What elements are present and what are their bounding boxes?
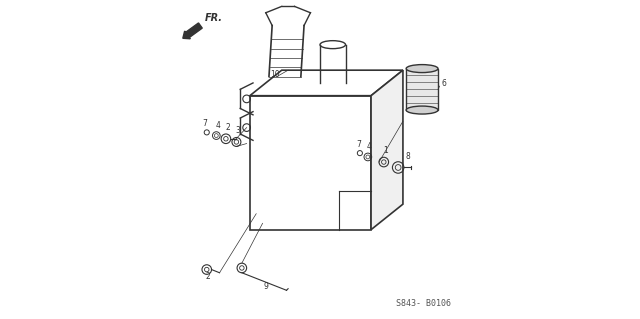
Bar <box>250 96 371 230</box>
Text: 10: 10 <box>271 70 280 78</box>
Text: 8: 8 <box>405 152 410 160</box>
Ellipse shape <box>320 41 346 49</box>
Polygon shape <box>250 70 403 96</box>
Polygon shape <box>371 70 403 230</box>
Text: 9: 9 <box>263 282 268 291</box>
Text: S843- B0106: S843- B0106 <box>396 299 451 308</box>
Text: 4: 4 <box>216 121 220 130</box>
Text: 4: 4 <box>367 142 372 151</box>
Text: FR.: FR. <box>205 13 223 23</box>
FancyArrow shape <box>183 23 202 39</box>
Text: 6: 6 <box>442 79 447 88</box>
Ellipse shape <box>406 106 438 114</box>
Text: 1: 1 <box>383 146 388 155</box>
Text: 7: 7 <box>203 119 207 128</box>
Ellipse shape <box>406 65 438 73</box>
Text: 2: 2 <box>205 272 210 281</box>
Bar <box>406 69 438 110</box>
Text: 7: 7 <box>356 140 361 149</box>
Text: 2: 2 <box>225 123 230 132</box>
Text: 3: 3 <box>236 126 241 135</box>
